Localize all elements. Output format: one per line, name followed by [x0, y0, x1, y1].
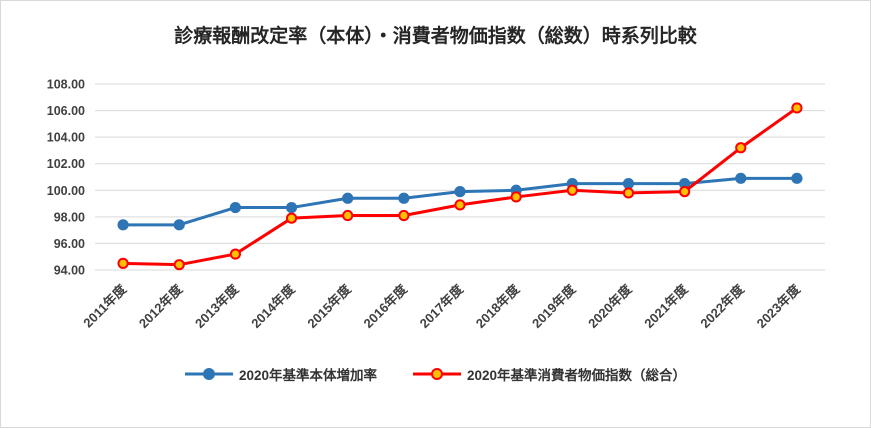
legend-item: 2020年基準本体増加率 — [184, 364, 377, 384]
data-point-marker — [229, 201, 241, 214]
legend-marker-icon — [413, 368, 461, 380]
data-point-marker — [510, 191, 522, 203]
x-axis-tick-labels: 2011年度 2012年度 2013年度 2014年度 2015年度 2016年度 2017… — [80, 281, 803, 331]
data-point-marker — [679, 186, 691, 198]
series-1 — [117, 102, 803, 271]
data-point-marker — [117, 257, 129, 269]
data-point-marker — [735, 142, 747, 154]
y-tick-label: 104.00 — [47, 131, 85, 145]
x-tick-label: 2015年度 — [304, 281, 354, 331]
data-point-marker — [398, 209, 410, 222]
data-point-marker — [117, 219, 129, 231]
legend-marker-icon — [184, 368, 233, 380]
y-tick-label: 108.00 — [47, 78, 85, 92]
data-point-marker — [566, 184, 578, 196]
x-tick-label: 2012年度 — [136, 281, 186, 331]
data-point-marker — [173, 259, 185, 271]
x-tick-label: 2023年度 — [754, 281, 804, 331]
chart-legend: 2020年基準本体増加率 2020年基準消費者物価指数（総合） — [184, 364, 686, 384]
data-point-marker — [285, 201, 298, 214]
y-tick-label: 98.00 — [54, 210, 85, 224]
x-tick-label: 2022年度 — [697, 281, 747, 331]
data-point-marker — [454, 186, 466, 198]
y-tick-label: 96.00 — [54, 237, 85, 251]
data-point-marker — [173, 219, 185, 231]
legend-label: 2020年基準本体増加率 — [238, 368, 377, 383]
y-axis-tick-labels: 94.00 96.00 98.00 100.00 102.00 104.00 106.00 1… — [47, 78, 85, 278]
data-point-marker — [229, 248, 241, 260]
y-tick-label: 94.00 — [54, 264, 85, 278]
x-tick-label: 2014年度 — [248, 281, 298, 331]
x-tick-label: 2019年度 — [529, 281, 579, 331]
data-point-marker — [622, 178, 635, 190]
data-point-marker — [791, 172, 803, 184]
y-tick-label: 100.00 — [47, 184, 85, 198]
data-point-marker — [622, 187, 635, 199]
gridlines — [95, 83, 825, 271]
y-tick-label: 106.00 — [47, 104, 85, 118]
data-point-marker — [454, 199, 466, 211]
x-tick-label: 2013年度 — [192, 281, 242, 331]
line-chart-plot: 94.00 96.00 98.00 100.00 102.00 104.00 106.00 1… — [47, 78, 825, 331]
x-tick-label: 2021年度 — [641, 281, 691, 331]
data-point-marker — [342, 209, 354, 222]
chart-title: 診療報酬改定率（本体）・消費者物価指数（総数）時系列比較 — [174, 26, 697, 47]
data-point-marker — [735, 172, 747, 184]
data-point-marker — [285, 212, 298, 224]
x-tick-label: 2018年度 — [473, 281, 523, 331]
x-tick-label: 2011年度 — [80, 281, 130, 331]
x-tick-label: 2016年度 — [361, 281, 411, 331]
legend-label: 2020年基準消費者物価指数（総合） — [467, 368, 687, 383]
x-tick-label: 2017年度 — [417, 281, 467, 331]
data-point-marker — [342, 192, 354, 204]
x-tick-label: 2020年度 — [585, 281, 635, 331]
legend-item: 2020年基準消費者物価指数（総合） — [413, 364, 686, 384]
y-tick-label: 102.00 — [47, 157, 85, 171]
data-point-marker — [398, 192, 410, 204]
data-point-marker — [791, 102, 803, 114]
